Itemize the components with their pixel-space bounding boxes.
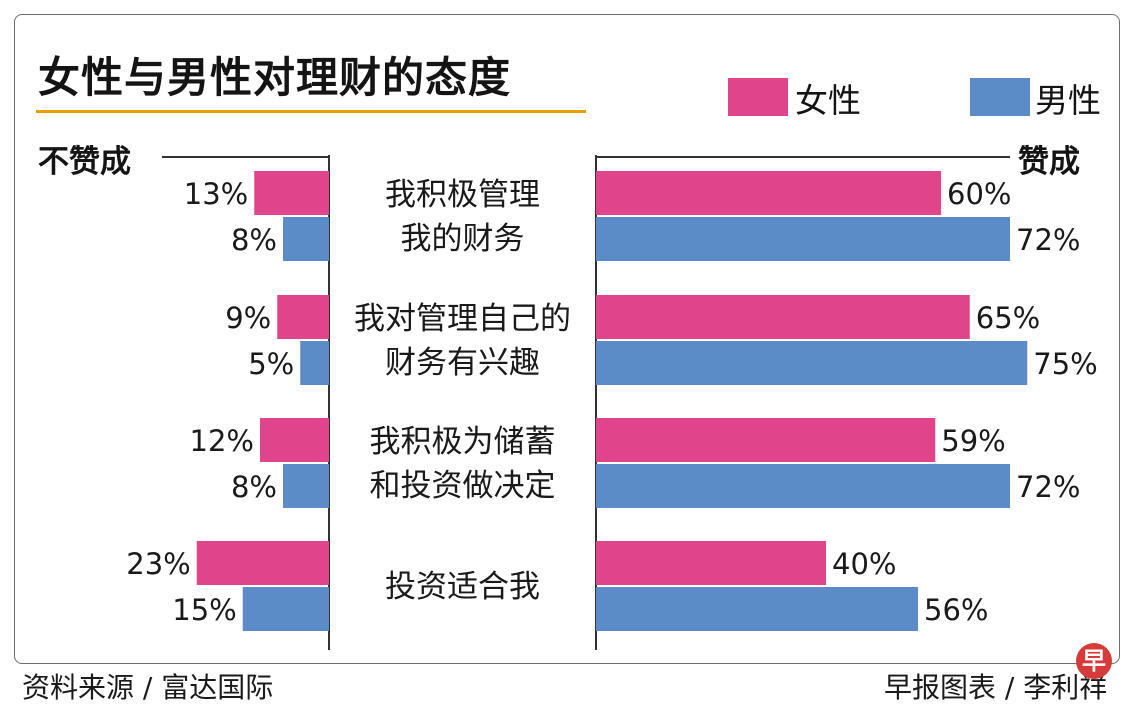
label-disagree-male: 8% xyxy=(231,223,277,257)
label-agree-male: 72% xyxy=(1016,470,1080,504)
bar-agree-male xyxy=(596,464,1010,508)
chart-title: 女性与男性对理财的态度 xyxy=(38,53,512,102)
label-agree-female: 60% xyxy=(947,177,1011,211)
label-agree-male: 75% xyxy=(1033,347,1097,381)
category-label: 投资适合我 xyxy=(385,569,540,605)
bar-disagree-male xyxy=(242,587,329,631)
legend-swatch-male xyxy=(970,78,1030,116)
bar-disagree-male xyxy=(300,341,329,385)
bar-disagree-female xyxy=(196,541,329,585)
bar-agree-male xyxy=(596,217,1010,261)
source-note: 资料来源 / 富达国际 xyxy=(22,671,274,704)
category-label: 我的财务 xyxy=(401,221,525,257)
disagree-label: 不赞成 xyxy=(38,144,131,180)
label-agree-female: 40% xyxy=(832,547,896,581)
bar-agree-female xyxy=(596,418,936,462)
label-disagree-female: 13% xyxy=(184,177,248,211)
bar-disagree-female xyxy=(277,295,329,339)
bar-agree-female xyxy=(596,541,826,585)
legend-label-female: 女性 xyxy=(795,81,861,120)
label-disagree-female: 9% xyxy=(225,301,271,335)
agree-axis xyxy=(595,155,597,650)
bar-disagree-male xyxy=(283,217,329,261)
label-disagree-male: 5% xyxy=(248,347,294,381)
disagree-rule xyxy=(162,156,330,158)
bar-agree-male xyxy=(596,587,918,631)
credit-note: 早报图表 / 李利祥 xyxy=(884,671,1108,704)
category-label: 我积极为储蓄 xyxy=(370,424,556,460)
disagree-axis xyxy=(328,155,330,650)
label-disagree-male: 15% xyxy=(172,593,236,627)
label-disagree-female: 23% xyxy=(126,547,190,581)
bar-agree-female xyxy=(596,295,970,339)
category-label: 我对管理自己的 xyxy=(354,301,571,337)
label-agree-female: 59% xyxy=(941,424,1005,458)
category-label: 财务有兴趣 xyxy=(385,345,540,381)
label-disagree-female: 12% xyxy=(190,424,254,458)
bar-agree-male xyxy=(596,341,1028,385)
category-label: 我积极管理 xyxy=(385,177,540,213)
agree-label: 赞成 xyxy=(1018,144,1080,180)
agree-rule xyxy=(596,156,1010,158)
publisher-logo: 早 xyxy=(1076,643,1112,679)
legend-label-male: 男性 xyxy=(1035,81,1101,120)
bar-disagree-male xyxy=(283,464,329,508)
label-disagree-male: 8% xyxy=(231,470,277,504)
category-label: 和投资做决定 xyxy=(370,468,556,504)
legend-swatch-female xyxy=(728,78,788,116)
title-underline xyxy=(36,110,586,113)
bar-disagree-female xyxy=(260,418,329,462)
label-agree-female: 65% xyxy=(976,301,1040,335)
label-agree-male: 72% xyxy=(1016,223,1080,257)
bar-disagree-female xyxy=(254,171,329,215)
label-agree-male: 56% xyxy=(924,593,988,627)
bar-agree-female xyxy=(596,171,941,215)
